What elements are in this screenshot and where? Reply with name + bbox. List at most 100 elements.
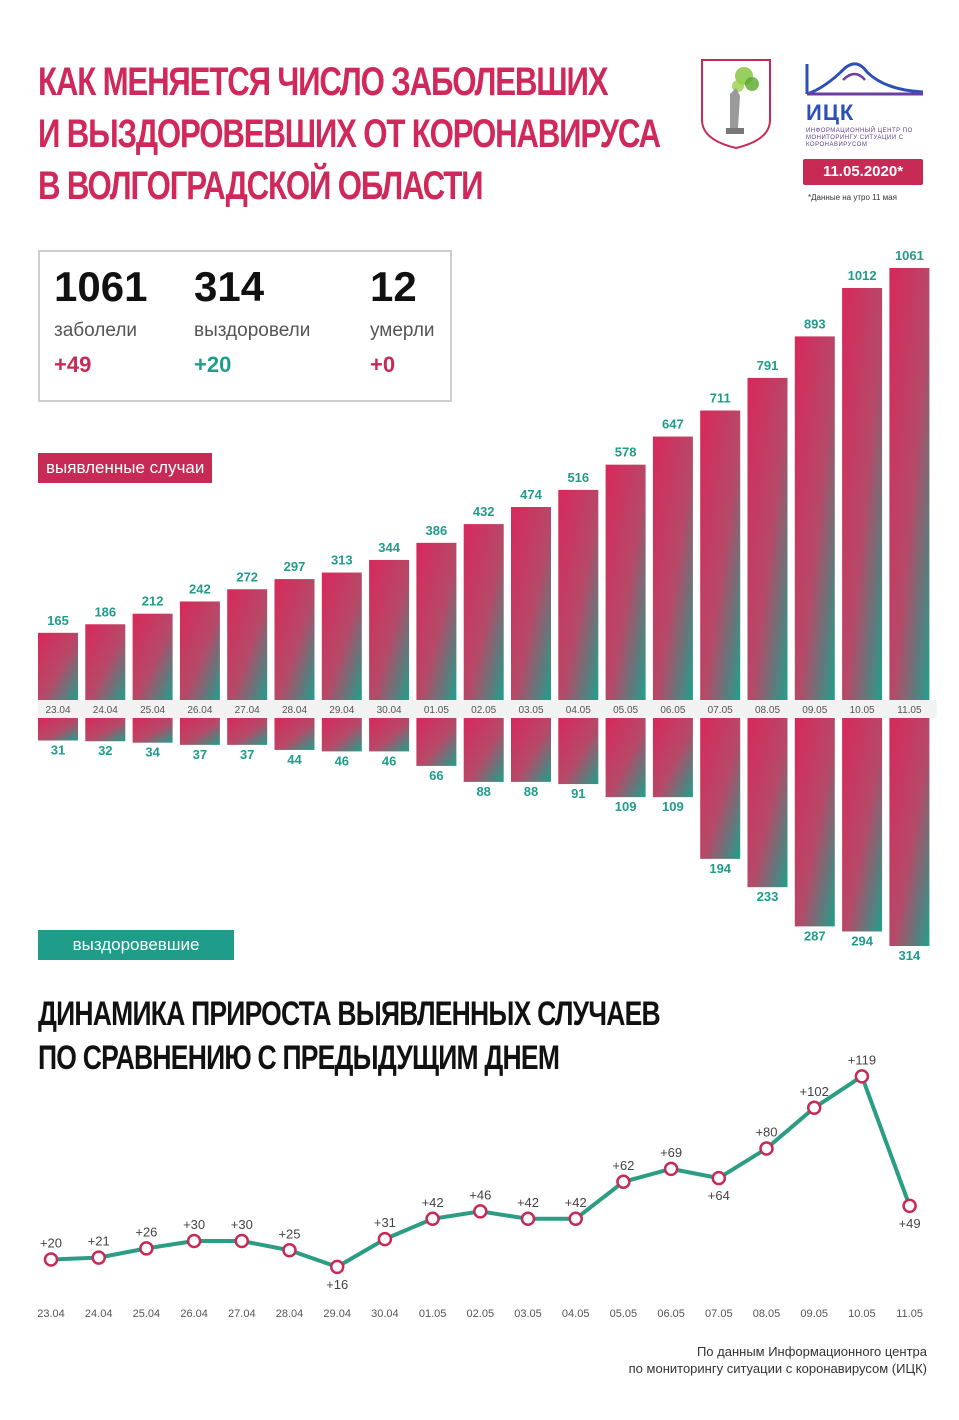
growth-point-label: +69 (660, 1145, 682, 1160)
bar-recovered (132, 718, 173, 743)
bar-cases (132, 613, 173, 700)
growth-point (425, 1211, 440, 1227)
growth-point (806, 1100, 822, 1116)
bar-cases-label: 474 (520, 487, 542, 502)
bar-date-label: 02.05 (471, 705, 496, 716)
bar-recovered-label: 37 (240, 747, 254, 762)
stat-value: 1061 (54, 263, 148, 310)
growth-point (711, 1170, 727, 1186)
stat-delta: +0 (370, 352, 396, 377)
bar-cases (700, 410, 741, 700)
bar-recovered-label: 294 (851, 933, 873, 948)
bar-cases (85, 624, 126, 700)
bar-cases-label: 313 (331, 553, 353, 568)
bar-cases-label: 1012 (848, 268, 877, 283)
bar-date-label: 26.04 (187, 705, 212, 716)
line-title-2: ПО СРАВНЕНИЮ С ПРЕДЫДУЩИМ ДНЕМ (38, 1039, 560, 1077)
logo-name: ИЦК (806, 100, 855, 125)
bar-date-label: 30.04 (377, 705, 402, 716)
bar-date-label: 25.04 (140, 705, 165, 716)
bar-cases (889, 268, 930, 700)
growth-point-label: +31 (374, 1215, 396, 1230)
bar-date-label: 01.05 (424, 705, 449, 716)
bar-cases-label: 344 (378, 540, 400, 555)
bar-recovered-label: 109 (662, 799, 684, 814)
bar-date-label: 08.05 (755, 705, 780, 716)
bar-cases-label: 893 (804, 316, 826, 331)
bar-cases (463, 524, 504, 700)
growth-point (759, 1141, 774, 1156)
growth-point-label: +20 (40, 1236, 62, 1251)
source-line-2: по мониторингу ситуации с коронавирусом … (628, 1361, 927, 1376)
growth-point (473, 1204, 488, 1219)
stat-recovered: 314 выздоровели +20 (194, 262, 310, 378)
bar-cases-label: 212 (142, 594, 164, 609)
bar-recovered-label: 287 (804, 928, 826, 943)
bar-cases (227, 589, 268, 700)
bar-recovered (700, 718, 741, 859)
source-note: По данным Информационного центра по мони… (629, 1343, 927, 1377)
growth-point-label: +26 (135, 1224, 157, 1239)
bar-cases (274, 579, 315, 700)
mountain-logo-icon (805, 62, 924, 96)
bar-date-label: 29.04 (329, 705, 354, 716)
growth-point (282, 1243, 297, 1258)
stat-value: 314 (194, 263, 265, 310)
bar-date-label: 24.04 (93, 705, 118, 716)
bar-recovered-label: 46 (382, 753, 396, 768)
bar-cases (416, 542, 457, 700)
bar-recovered-label: 314 (899, 948, 921, 963)
bar-recovered (85, 718, 126, 742)
growth-point-label: +16 (326, 1277, 348, 1292)
growth-date-label: 02.05 (467, 1308, 495, 1320)
bar-cases (558, 489, 599, 700)
growth-point-label: +80 (755, 1125, 777, 1140)
growth-date-label: 30.04 (371, 1308, 399, 1320)
growth-date-label: 04.05 (562, 1308, 590, 1320)
growth-date-label: 01.05 (419, 1308, 447, 1320)
growth-point (568, 1211, 583, 1227)
bar-chart: 165 23.04 31 186 24.04 32 212 25.04 34 242 26.04 37… (38, 248, 937, 963)
bar-recovered-label: 66 (429, 768, 443, 783)
bar-recovered-label: 46 (335, 753, 349, 768)
growth-date-label: 25.04 (133, 1308, 161, 1320)
growth-line (50, 1074, 912, 1269)
bar-recovered-label: 233 (757, 889, 779, 904)
bar-date-label: 28.04 (282, 705, 307, 716)
growth-date-label: 11.05 (896, 1308, 923, 1320)
growth-point-label: +64 (708, 1188, 730, 1203)
bar-recovered-label: 34 (145, 745, 160, 760)
growth-point-label: +46 (469, 1187, 491, 1202)
growth-point (520, 1211, 536, 1227)
growth-point-label: +30 (231, 1217, 253, 1232)
bar-cases (842, 287, 883, 700)
bar-date-label: 10.05 (850, 705, 875, 716)
bar-recovered (274, 718, 315, 750)
stat-delta: +20 (194, 352, 232, 377)
growth-point-label: +119 (848, 1052, 876, 1067)
bar-recovered (416, 718, 457, 766)
growth-point (329, 1259, 345, 1275)
bar-recovered (889, 718, 930, 946)
growth-point (91, 1250, 106, 1265)
cases-tag: выявленные случаи (38, 453, 213, 483)
growth-date-label: 26.04 (180, 1308, 208, 1320)
bar-date-label: 23.04 (45, 705, 70, 716)
growth-point-label: +102 (800, 1084, 829, 1099)
bar-recovered (511, 718, 551, 782)
bar-recovered (227, 718, 268, 745)
line-title-1: ДИНАМИКА ПРИРОСТА ВЫЯВЛЕННЫХ СЛУЧАЕВ (38, 995, 661, 1033)
stat-deaths: 12 умерли +0 (370, 262, 435, 378)
bar-recovered-label: 109 (615, 799, 637, 814)
volgograd-emblem-icon (701, 59, 771, 150)
growth-point (854, 1069, 870, 1084)
bar-recovered (652, 718, 693, 798)
bar-recovered-label: 88 (524, 784, 538, 799)
stat-value: 12 (370, 263, 417, 310)
bar-date-label: 05.05 (613, 705, 638, 716)
growth-date-label: 23.04 (37, 1308, 65, 1320)
growth-date-label: 03.05 (514, 1308, 542, 1320)
growth-point (377, 1231, 393, 1247)
bar-recovered (747, 718, 788, 888)
growth-point (663, 1161, 679, 1177)
